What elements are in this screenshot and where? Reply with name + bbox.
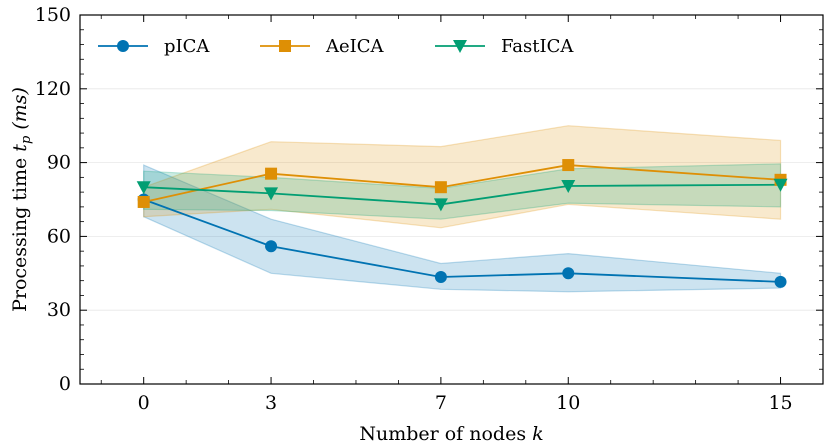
y-tick-label: 0 (59, 373, 71, 395)
fastica-point (773, 178, 788, 192)
fastica-legend-label: FastICA (501, 36, 574, 57)
x-tick-label: 3 (265, 392, 277, 414)
y-tick-label: 30 (47, 299, 71, 321)
series-markers (136, 159, 788, 288)
pica-legend-label: pICA (164, 36, 210, 57)
fastica-legend-marker (453, 40, 467, 53)
axis-ticks (80, 14, 824, 385)
fastica-band (143, 163, 782, 220)
fastica-point (136, 181, 151, 195)
plot-frame (79, 14, 824, 385)
x-tick-label: 7 (435, 392, 447, 414)
pica-legend-marker (117, 40, 129, 52)
y-tick-label: 90 (47, 152, 71, 174)
x-tick-label: 15 (768, 392, 792, 414)
aeica-point (137, 195, 150, 208)
fastica-point (561, 179, 576, 193)
pica-band (143, 164, 782, 293)
aeica-legend-marker (279, 40, 291, 52)
legend: pICA AeICA FastICA (98, 36, 574, 57)
aeica-point (434, 181, 447, 194)
x-tick-label: 0 (138, 392, 150, 414)
gridlines (80, 88, 823, 311)
confidence-bands (143, 125, 782, 293)
pica-point (774, 275, 787, 288)
fastica-point (433, 198, 448, 212)
aeica-point (265, 167, 278, 180)
aeica-band (143, 125, 782, 229)
aeica-legend-label: AeICA (325, 36, 385, 57)
pica-point (265, 240, 278, 253)
aeica-point (562, 159, 575, 172)
pica-point (434, 270, 447, 283)
x-axis-label: Number of nodes k (359, 423, 543, 445)
fastica-point (264, 187, 279, 201)
y-tick-label: 150 (35, 4, 71, 26)
y-tick-label: 120 (35, 78, 71, 100)
y-tick-label: 60 (47, 225, 71, 247)
y-axis-label: Processing time tp (ms) (9, 87, 35, 312)
pica-point (562, 267, 575, 280)
x-tick-label: 10 (556, 392, 580, 414)
